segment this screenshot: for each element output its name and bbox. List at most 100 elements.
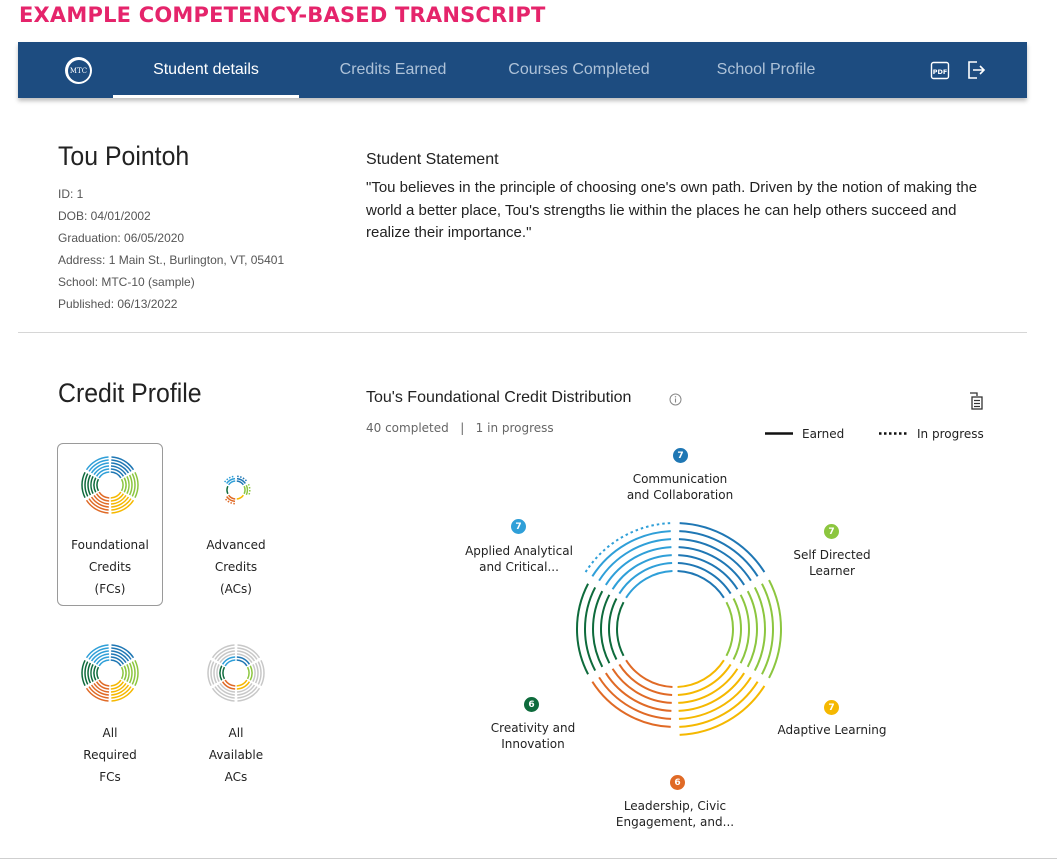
mini-arc [111,498,132,511]
student-id: ID: 1 [58,187,84,201]
mini-arc [224,679,236,687]
legend-in-progress-label: In progress [917,427,984,441]
bottom-divider [0,858,1057,859]
category-label[interactable]: Adaptive Learning [777,723,887,737]
top-navbar: MTC Student details Credits Earned Cours… [18,42,1027,98]
mini-arc [237,684,256,696]
mini-arc [236,679,248,687]
advanced-credits-card[interactable]: Advanced Credits (ACs) [183,443,289,606]
mini-arc [87,474,92,496]
credit-arc [618,663,673,696]
category-count-badge: 7 [511,519,526,534]
mini-arc [226,477,236,484]
tab-courses-completed[interactable]: Courses Completed [508,61,650,78]
mini-arc [128,474,133,496]
mini-arc [93,465,110,476]
mini-arc [81,471,86,499]
card-label-line: Advanced [206,538,266,552]
card-label-line: All [102,726,118,740]
category-label[interactable]: Applied Analytical and Critical... [465,544,573,574]
mini-arc [134,659,139,687]
mini-arc [98,659,110,667]
mini-arc [90,462,109,474]
mini-arc [207,659,212,687]
mini-arc [84,473,89,497]
category-label[interactable]: Self Directed Learner [793,548,871,578]
category-label[interactable]: Leadership, Civic Engagement, and... [615,799,735,829]
credit-arc [575,583,589,675]
credit-arc [678,538,752,582]
credit-arc [677,659,725,688]
student-graduation: Graduation: 06/05/2020 [58,231,185,245]
mini-arc [110,468,125,477]
mini-arc [93,682,110,693]
card-label-line: (FCs) [94,582,126,596]
logout-icon[interactable] [964,58,988,82]
statement-text: "Tou believes in the principle of choosi… [366,179,978,241]
credit-arc [608,598,618,660]
mini-arc [95,493,110,502]
all-required-fcs-donut-icon [81,644,139,702]
foundational-credits-card[interactable]: Foundational Credits (FCs) [57,443,163,606]
credit-arc [592,590,604,668]
mini-arc [93,494,110,505]
mini-arc [237,686,258,699]
mini-arc [246,666,250,680]
category-label[interactable]: Communication and Collaboration [626,472,734,502]
mini-arc [85,499,109,514]
mini-arc [260,659,265,687]
mini-arc [224,475,235,483]
mini-arc [236,659,248,667]
mini-arc [254,662,259,684]
credit-arc [746,590,758,668]
tab-credits-earned[interactable]: Credits Earned [339,61,447,78]
category-label[interactable]: Creativity and Innovation [490,721,576,751]
mini-arc [236,494,244,500]
tab-student-details[interactable]: Student details [113,42,299,98]
category-count-badge: 7 [824,700,839,715]
credit-arc [599,594,611,664]
pdf-icon[interactable]: PDF [928,58,952,82]
mini-arc [88,647,109,660]
student-school: School: MTC-10 (sample) [58,275,195,289]
mini-arc [111,456,135,471]
legend-in-progress-swatch [879,432,907,435]
mini-arc [111,462,130,474]
mini-arc [216,664,220,682]
mini-arc [87,662,92,684]
mini-arc [236,681,251,690]
mini-arc [216,650,235,662]
student-dob: DOB: 04/01/2002 [58,209,151,223]
info-icon[interactable] [669,393,682,406]
credit-arc [679,522,766,573]
credit-arc [625,570,673,599]
all-available-acs-card[interactable]: All Available ACs [183,638,289,788]
student-address: Address: 1 Main St., Burlington, VT, 054… [58,253,285,267]
credit-arc [598,538,672,582]
credit-arc [679,530,759,577]
mini-arc [111,686,132,699]
mini-arc [110,491,122,499]
mini-arc [85,456,109,471]
credit-arc [618,562,673,595]
mini-arc [90,664,94,682]
mini-arc [236,656,251,665]
mini-arc [211,687,235,702]
all-required-fcs-card[interactable]: All Required FCs [57,638,163,788]
mini-arc [126,664,130,682]
school-logo[interactable]: MTC [65,57,92,84]
card-label-line: Credits [214,560,258,574]
credit-arc [677,663,732,696]
mini-arc [81,659,86,687]
mini-arc [111,499,135,514]
table-view-icon[interactable] [968,392,984,410]
credit-arc [625,659,673,688]
credit-arc [611,668,672,704]
mini-arc [93,477,97,493]
card-label-line: Available [208,748,264,762]
mini-arc [88,498,109,511]
mini-arc [226,485,229,495]
tab-school-profile[interactable]: School Profile [716,61,816,78]
mini-arc [110,465,127,476]
legend-earned-swatch [765,432,793,435]
